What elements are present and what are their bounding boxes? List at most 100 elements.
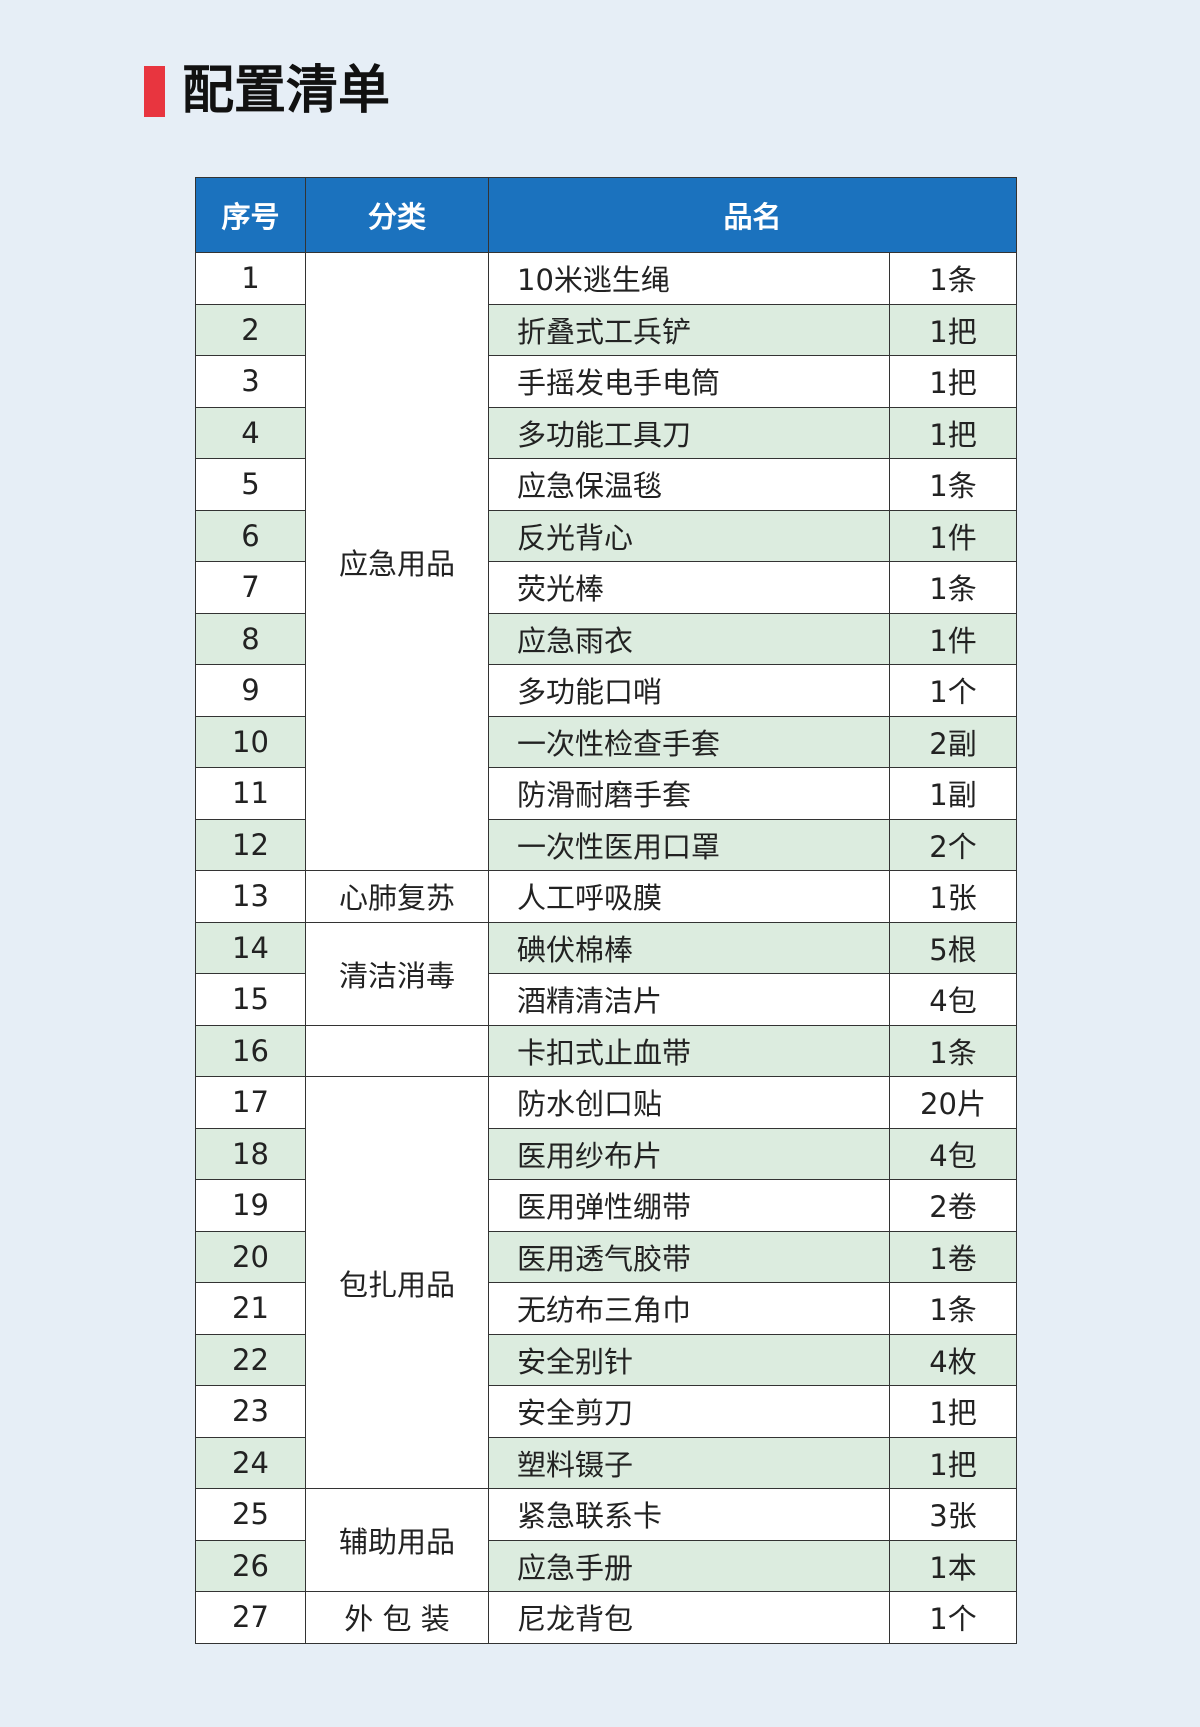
row-number: 12 — [195, 818, 306, 871]
table-row: 13 心肺复苏 人工呼吸膜 1张 — [195, 870, 1018, 923]
table-row: 8 应急雨衣 1件 — [195, 612, 1018, 665]
item-quantity: 2个 — [888, 818, 1018, 871]
item-quantity: 4枚 — [888, 1333, 1018, 1386]
row-number: 10 — [195, 715, 306, 768]
row-number: 7 — [195, 561, 306, 614]
item-quantity: 1条 — [888, 561, 1018, 614]
table-row: 23 安全剪刀 1把 — [195, 1385, 1018, 1438]
table-row: 17 包扎用品 防水创口贴 20片 — [195, 1076, 1018, 1489]
table-row: 4 多功能工具刀 1把 — [195, 406, 1018, 459]
table-row: 21 无纺布三角巾 1条 — [195, 1282, 1018, 1335]
header-cell: 品名 — [487, 177, 1018, 253]
item-name: 安全剪刀 — [488, 1385, 890, 1438]
item-quantity: 1卷 — [888, 1230, 1018, 1283]
page-title: 配置清单 — [182, 61, 391, 121]
row-number: 9 — [195, 664, 306, 717]
row-number: 20 — [195, 1230, 306, 1283]
table-row: 22 安全别针 4枚 — [195, 1333, 1018, 1386]
row-number: 19 — [195, 1179, 306, 1232]
item-name: 医用纱布片 — [488, 1127, 890, 1180]
item-quantity: 1把 — [888, 1436, 1018, 1489]
table-row: 3 手摇发电手电筒 1把 — [195, 355, 1018, 408]
item-quantity: 4包 — [888, 1127, 1018, 1180]
row-number: 2 — [195, 303, 306, 356]
row-number: 23 — [195, 1385, 306, 1438]
item-quantity: 1副 — [888, 767, 1018, 820]
item-quantity: 1条 — [888, 1024, 1018, 1077]
row-number: 5 — [195, 458, 306, 511]
item-quantity: 3张 — [888, 1488, 1018, 1541]
row-number: 15 — [195, 973, 306, 1026]
table-row: 10 一次性检查手套 2副 — [195, 715, 1018, 768]
item-name: 折叠式工兵铲 — [488, 303, 890, 356]
item-name: 手摇发电手电筒 — [488, 355, 890, 408]
item-quantity: 1张 — [888, 870, 1018, 923]
row-number: 25 — [195, 1488, 306, 1541]
row-number: 14 — [195, 921, 306, 974]
table-row: 18 医用纱布片 4包 — [195, 1127, 1018, 1180]
table-row: 12 一次性医用口罩 2个 — [195, 818, 1018, 871]
item-name: 碘伏棉棒 — [488, 921, 890, 974]
item-name: 荧光棒 — [488, 561, 890, 614]
category-cell: 包扎用品 — [305, 1076, 489, 1489]
table-row: 14 清洁消毒 碘伏棉棒 5根 — [195, 921, 1018, 1026]
row-number: 6 — [195, 509, 306, 562]
item-name: 一次性检查手套 — [488, 715, 890, 768]
table-row: 5 应急保温毯 1条 — [195, 458, 1018, 511]
item-name: 医用弹性绷带 — [488, 1179, 890, 1232]
category-cell: 外 包 装 — [305, 1591, 489, 1644]
config-table: 序号 分类 品名 1 应急用品 10米逃生绳 1条 2 折叠式工兵铲 1把 3 手摇发电手电筒 1… — [195, 177, 1018, 1644]
item-quantity: 4包 — [888, 973, 1018, 1026]
item-name: 10米逃生绳 — [488, 252, 890, 305]
row-number: 8 — [195, 612, 306, 665]
row-number: 24 — [195, 1436, 306, 1489]
item-name: 应急手册 — [488, 1539, 890, 1592]
table-row: 24 塑料镊子 1把 — [195, 1436, 1018, 1489]
row-number: 1 — [195, 252, 306, 305]
table-row: 1 应急用品 10米逃生绳 1条 — [195, 252, 1018, 871]
table-row: 26 应急手册 1本 — [195, 1539, 1018, 1592]
row-number: 18 — [195, 1127, 306, 1180]
row-number: 3 — [195, 355, 306, 408]
item-quantity: 1件 — [888, 612, 1018, 665]
item-name: 医用透气胶带 — [488, 1230, 890, 1283]
item-name: 一次性医用口罩 — [488, 818, 890, 871]
row-number: 26 — [195, 1539, 306, 1592]
table-row: 15 酒精清洁片 4包 — [195, 973, 1018, 1026]
item-quantity: 1件 — [888, 509, 1018, 562]
header-cell: 序号 — [195, 177, 306, 253]
row-number: 4 — [195, 406, 306, 459]
item-quantity: 1把 — [888, 355, 1018, 408]
item-name: 卡扣式止血带 — [488, 1024, 890, 1077]
table-row: 7 荧光棒 1条 — [195, 561, 1018, 614]
title-marker — [144, 66, 165, 117]
category-cell: 清洁消毒 — [305, 921, 489, 1026]
row-number: 11 — [195, 767, 306, 820]
item-name: 防水创口贴 — [488, 1076, 890, 1129]
row-number: 22 — [195, 1333, 306, 1386]
row-number: 13 — [195, 870, 306, 923]
table-row: 20 医用透气胶带 1卷 — [195, 1230, 1018, 1283]
row-number: 27 — [195, 1591, 306, 1644]
category-cell: 心肺复苏 — [305, 870, 489, 923]
item-quantity: 1本 — [888, 1539, 1018, 1592]
item-name: 反光背心 — [488, 509, 890, 562]
table-row: 6 反光背心 1件 — [195, 509, 1018, 562]
header-row: 序号 分类 品名 — [195, 177, 1018, 253]
item-name: 无纺布三角巾 — [488, 1282, 890, 1335]
category-cell: 辅助用品 — [305, 1488, 489, 1592]
item-name: 多功能口哨 — [488, 664, 890, 717]
item-name: 紧急联系卡 — [488, 1488, 890, 1541]
item-name: 人工呼吸膜 — [488, 870, 890, 923]
item-quantity: 1把 — [888, 303, 1018, 356]
item-quantity: 1条 — [888, 252, 1018, 305]
item-quantity: 1条 — [888, 1282, 1018, 1335]
header-cell: 分类 — [305, 177, 489, 253]
row-number: 16 — [195, 1024, 306, 1077]
item-quantity: 20片 — [888, 1076, 1018, 1129]
item-quantity: 1把 — [888, 1385, 1018, 1438]
item-name: 防滑耐磨手套 — [488, 767, 890, 820]
item-name: 安全别针 — [488, 1333, 890, 1386]
